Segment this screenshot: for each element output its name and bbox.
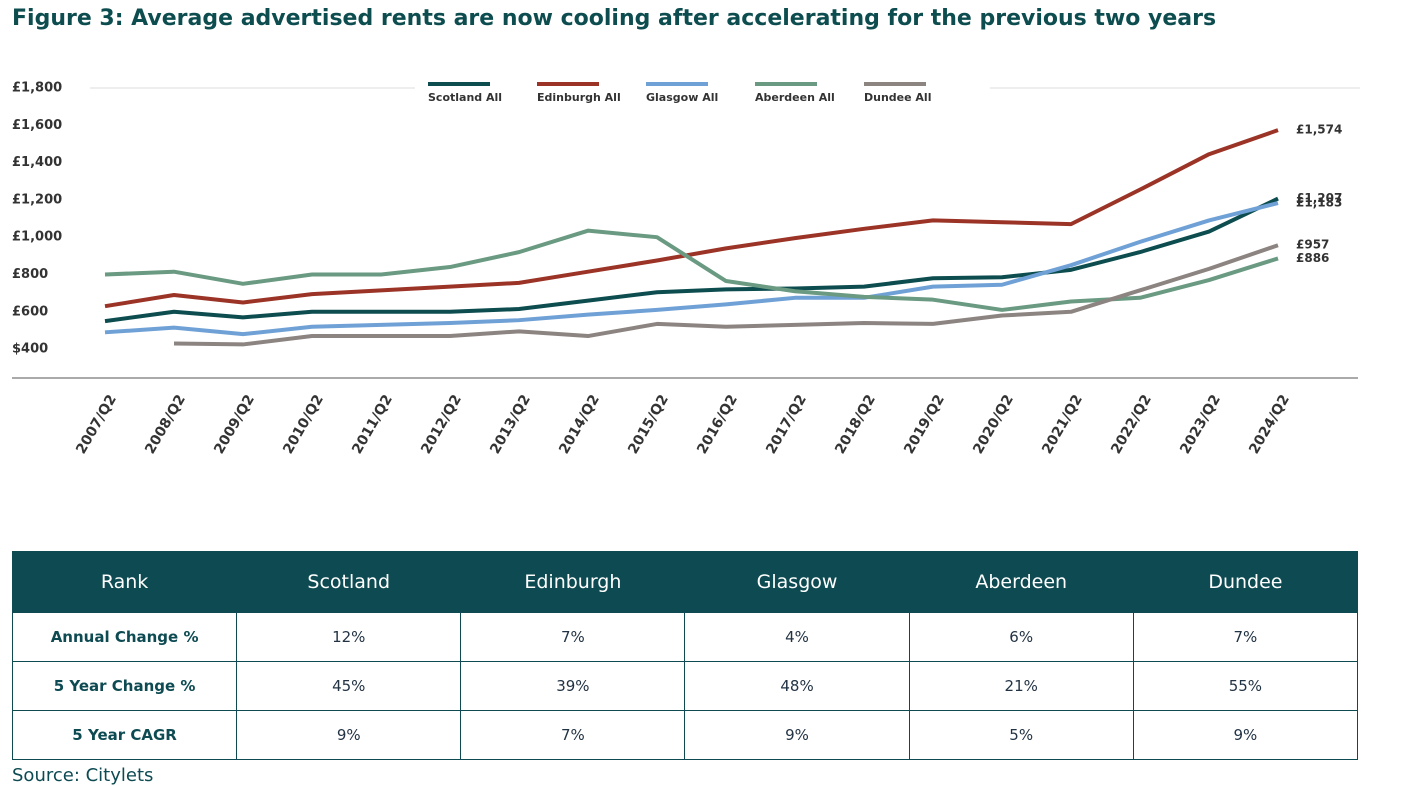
cell: 12% xyxy=(236,612,462,662)
x-tick-label: 2020/Q2 xyxy=(970,392,1017,457)
table: Rank Scotland Edinburgh Glasgow Aberdeen Dund… xyxy=(11,551,1359,760)
y-tick-label: £1,800 xyxy=(12,81,62,96)
x-tick-label: 2011/Q2 xyxy=(349,392,396,457)
y-tick-label: £1,000 xyxy=(12,230,62,245)
x-tick-label: 2012/Q2 xyxy=(418,392,465,457)
cell: 9% xyxy=(684,710,910,760)
x-tick-label: 2015/Q2 xyxy=(625,392,672,457)
cell: 55% xyxy=(1132,661,1359,711)
y-tick-label: £1,600 xyxy=(12,118,62,133)
row-header: 5 Year CAGR xyxy=(11,710,238,760)
cell: 7% xyxy=(1132,612,1359,662)
cell: 5% xyxy=(908,710,1134,760)
y-tick-label: $400 xyxy=(12,342,48,357)
legend-label: Aberdeen All xyxy=(755,91,835,104)
cell: 45% xyxy=(236,661,462,711)
y-tick-label: £1,200 xyxy=(12,192,62,207)
header-cell: Rank xyxy=(11,551,238,613)
table-row: Annual Change % 12% 7% 4% 6% 7% xyxy=(11,612,1359,662)
series-line xyxy=(104,228,1279,312)
legend-label: Glasgow All xyxy=(646,91,718,104)
legend-label: Edinburgh All xyxy=(537,91,621,104)
x-tick-label: 2013/Q2 xyxy=(487,392,534,457)
header-cell: Dundee xyxy=(1132,551,1359,613)
header-cell: Edinburgh xyxy=(460,551,686,613)
x-tick-label: 2022/Q2 xyxy=(1108,392,1155,457)
x-tick-label: 2016/Q2 xyxy=(694,392,741,457)
end-label: £1,183 xyxy=(1296,196,1342,210)
x-tick-label: 2023/Q2 xyxy=(1177,392,1224,457)
series-line xyxy=(173,243,1279,347)
cell: 7% xyxy=(460,612,686,662)
x-tick-label: 2009/Q2 xyxy=(211,392,258,457)
legend-label: Dundee All xyxy=(864,91,931,104)
end-label: £1,207 xyxy=(1296,191,1342,205)
legend-label: Scotland All xyxy=(428,91,502,104)
table-row: 5 Year Change % 45% 39% 48% 21% 55% xyxy=(11,661,1359,711)
header-row: Rank Scotland Edinburgh Glasgow Aberdeen Dund… xyxy=(11,551,1359,613)
row-header: 5 Year Change % xyxy=(11,661,238,711)
header-cell: Glasgow xyxy=(684,551,910,613)
cell: 21% xyxy=(908,661,1134,711)
x-tick-label: 2017/Q2 xyxy=(763,392,810,457)
row-header: Annual Change % xyxy=(11,612,238,662)
y-tick-label: £800 xyxy=(12,267,48,282)
series-line xyxy=(104,196,1279,324)
cell: 6% xyxy=(908,612,1134,662)
x-tick-label: 2021/Q2 xyxy=(1039,392,1086,457)
x-tick-label: 2018/Q2 xyxy=(832,392,879,457)
x-tick-label: 2010/Q2 xyxy=(280,392,327,457)
y-tick-label: £1,400 xyxy=(12,155,62,170)
cell: 39% xyxy=(460,661,686,711)
header-cell: Scotland xyxy=(236,551,462,613)
cell: 9% xyxy=(236,710,462,760)
cell: 9% xyxy=(1132,710,1359,760)
chart: Figure 3: Average advertised rents are n… xyxy=(12,6,1360,457)
x-tick-label: 2024/Q2 xyxy=(1246,392,1293,457)
cell: 48% xyxy=(684,661,910,711)
header-cell: Aberdeen xyxy=(908,551,1134,613)
series-line xyxy=(104,201,1279,337)
end-label: £886 xyxy=(1296,251,1329,265)
end-label: £1,574 xyxy=(1296,123,1342,137)
x-tick-label: 2007/Q2 xyxy=(73,392,120,457)
x-tick-label: 2014/Q2 xyxy=(556,392,603,457)
table-row: 5 Year CAGR 9% 7% 9% 5% 9% xyxy=(11,710,1359,760)
cell: 7% xyxy=(460,710,686,760)
y-tick-label: £600 xyxy=(12,304,48,319)
x-tick-label: 2008/Q2 xyxy=(142,392,189,457)
x-tick-label: 2019/Q2 xyxy=(901,392,948,457)
end-label: £957 xyxy=(1296,238,1329,252)
chart-title: Figure 3: Average advertised rents are n… xyxy=(12,6,1216,31)
series-line xyxy=(104,128,1279,309)
cell: 4% xyxy=(684,612,910,662)
source: Source: Citylets xyxy=(12,765,154,786)
